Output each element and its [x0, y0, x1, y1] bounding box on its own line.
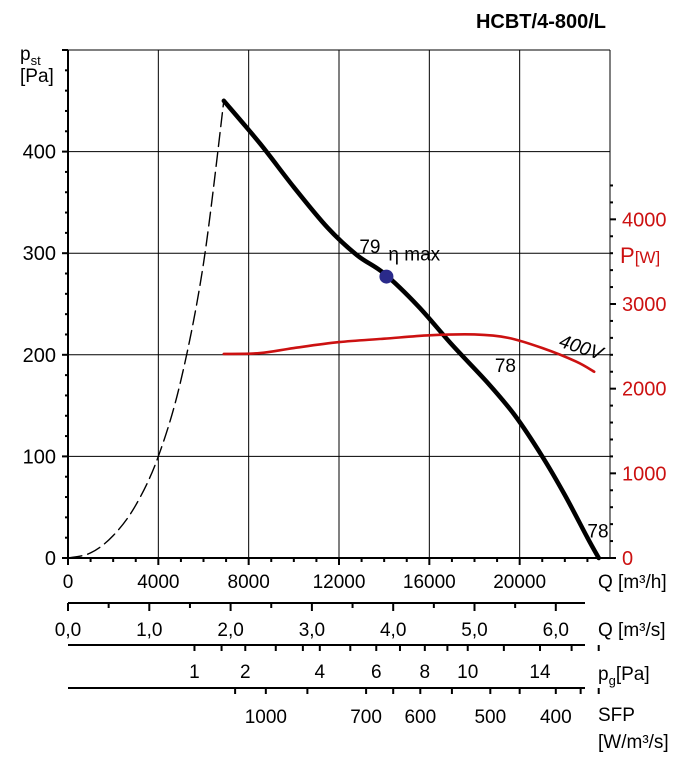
chart-title: HCBT/4-800/L — [476, 11, 606, 33]
y-right-tick-label: 4000 — [622, 209, 667, 231]
y-left-tick-label: 100 — [23, 446, 56, 468]
x-sfp-tick-label: 1000 — [245, 707, 287, 728]
y-right-tick-label: 2000 — [622, 379, 667, 401]
x-pg-tick-label: 4 — [315, 662, 326, 683]
series-pressure_unstable-line — [67, 100, 225, 559]
x-tick-label: 12000 — [313, 572, 366, 593]
y-right-tick-label: 3000 — [622, 294, 667, 316]
x-tick-label: 0 — [63, 572, 74, 593]
x-sfp-tick-label: 400 — [540, 707, 572, 728]
y-right-tick-label: 0 — [622, 548, 633, 570]
annotation-label-1: 78 — [495, 356, 516, 377]
x-sfp-tick-label: 700 — [350, 707, 382, 728]
x-m3s-tick-label: 3,0 — [299, 620, 325, 641]
x-tick-label: 8000 — [228, 572, 270, 593]
x-axis-label: Q [m³/h] — [598, 572, 667, 593]
x-pg-tick-label: 14 — [529, 662, 551, 683]
x-tick-label: 4000 — [137, 572, 179, 593]
series-power-line — [222, 333, 596, 374]
y-right-tick-label: 1000 — [622, 463, 667, 485]
x-pg-tick-label: 8 — [420, 662, 431, 683]
x-pg-tick-label: 10 — [457, 662, 478, 683]
x-tick-label: 20000 — [493, 572, 546, 593]
x-m3s-tick-label: 1,0 — [136, 620, 162, 641]
y-right-axis-label: P[W] — [620, 243, 660, 268]
x-pg-axis-label: pg[Pa] — [598, 664, 650, 688]
x-m3s-tick-label: 2,0 — [217, 620, 243, 641]
annotation-label-2: 78 — [587, 522, 608, 543]
y-left-tick-label: 200 — [23, 345, 56, 367]
x-sfp-axis-unit: [W/m³/s] — [598, 732, 669, 753]
x-m3s-tick-label: 5,0 — [461, 620, 487, 641]
y-left-tick-label: 400 — [23, 142, 56, 164]
x-pg-tick-label: 6 — [371, 662, 382, 683]
eta-max-marker — [379, 269, 394, 284]
x-pg-tick-label: 1 — [189, 662, 200, 683]
x-sfp-tick-label: 500 — [474, 707, 506, 728]
x-sfp-axis-label: SFP — [598, 705, 635, 726]
y-left-axis-label: pst — [20, 44, 41, 68]
x-m3s-tick-label: 0,0 — [55, 620, 81, 641]
x-m3s-axis-label: Q [m³/s] — [598, 620, 666, 641]
x-m3s-tick-label: 4,0 — [380, 620, 406, 641]
series-pressure-line — [221, 98, 601, 561]
annotation-label-0: 79 — [359, 237, 380, 258]
annotation-label-3: 400V — [557, 331, 608, 365]
x-pg-tick-label: 2 — [240, 662, 251, 683]
y-left-axis-unit: [Pa] — [20, 66, 54, 87]
x-m3s-tick-label: 6,0 — [543, 620, 569, 641]
y-left-tick-label: 300 — [23, 243, 56, 265]
eta-max-label: η max — [388, 245, 440, 266]
x-sfp-tick-label: 600 — [404, 707, 436, 728]
x-tick-label: 16000 — [403, 572, 456, 593]
y-left-tick-label: 0 — [45, 548, 56, 570]
